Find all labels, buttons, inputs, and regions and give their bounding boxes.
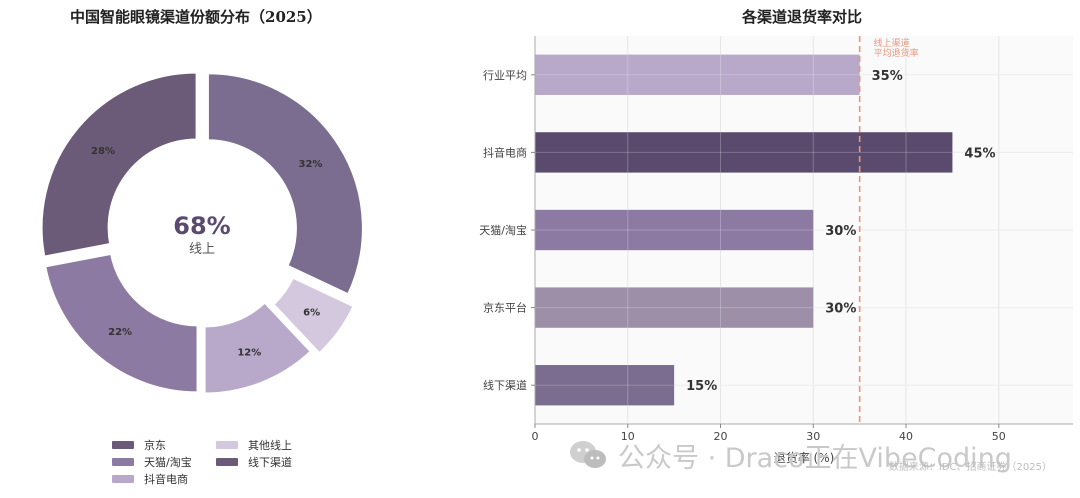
legend-label: 京东	[144, 438, 166, 452]
bar-value-label: 15%	[686, 379, 717, 394]
reference-line-label: 平均退货率	[874, 47, 919, 59]
source-note: 数据来源：IDC、招商证券（2025）	[888, 462, 1052, 473]
donut-slice	[272, 276, 355, 355]
watermark: 公众号 · Draco正在VibeCoding	[568, 438, 1012, 474]
donut-center-value: 68%	[173, 212, 230, 240]
donut-chart-title: 中国智能眼镜渠道份额分布（2025）	[70, 8, 322, 26]
x-axis-label: 退货率 (%)	[774, 450, 835, 465]
donut-chart: 28% 32% 6% 12% 22% 68% 线上	[40, 71, 364, 395]
legend-item: 线下渠道	[216, 455, 320, 469]
legend-item: 天猫/淘宝	[112, 455, 216, 469]
legend-item: 其他线上	[216, 438, 320, 452]
y-tick-label: 行业平均	[483, 69, 527, 82]
legend-item: 抖音电商	[112, 472, 216, 486]
slice-percent-label: 22%	[108, 327, 132, 338]
legend-swatch	[216, 457, 238, 466]
legend-swatch	[112, 457, 134, 466]
x-tick-label: 50	[992, 430, 1006, 443]
x-tick-label: 30	[806, 430, 820, 443]
x-tick-label: 0	[532, 430, 539, 443]
x-tick-label: 10	[621, 430, 635, 443]
bar	[535, 54, 860, 95]
bar-value-label: 30%	[825, 224, 856, 239]
y-tick-label: 天猫/淘宝	[479, 223, 527, 237]
donut-slice	[40, 71, 198, 258]
bar	[535, 365, 675, 406]
bar-value-label: 35%	[872, 69, 903, 84]
x-tick-label: 20	[714, 430, 728, 443]
donut-slice	[203, 301, 313, 395]
bar	[535, 287, 814, 328]
legend-swatch	[216, 440, 238, 449]
reference-line-label: 线上渠道	[874, 37, 910, 49]
legend-label: 抖音电商	[144, 472, 188, 486]
y-tick-label: 抖音电商	[483, 145, 527, 159]
donut-center-label: 线上	[189, 242, 215, 257]
legend-swatch	[112, 440, 134, 449]
donut-slice	[44, 252, 199, 394]
legend-label: 天猫/淘宝	[144, 455, 192, 469]
bar-value-label: 30%	[825, 302, 856, 317]
slice-percent-label: 28%	[91, 146, 115, 157]
legend-swatch	[112, 474, 134, 483]
x-tick-label: 40	[899, 430, 913, 443]
wechat-icon	[570, 441, 606, 468]
slice-percent-label: 6%	[303, 308, 320, 319]
donut-slice	[206, 72, 364, 296]
bar-chart-title: 各渠道退货率对比	[742, 8, 863, 26]
donut-legend: 京东 其他线上天猫/淘宝 线下渠道抖音电商	[112, 438, 320, 486]
y-tick-label: 京东平台	[483, 301, 527, 315]
slice-percent-label: 12%	[237, 347, 261, 358]
bar	[535, 132, 953, 173]
legend-label: 线下渠道	[248, 455, 292, 469]
legend-item: 京东	[112, 438, 216, 452]
bar	[535, 209, 814, 251]
legend-label: 其他线上	[248, 438, 292, 452]
watermark-text: 公众号 · Draco正在VibeCoding	[618, 442, 1012, 474]
y-tick-label: 线下渠道	[483, 378, 527, 392]
bar-value-label: 45%	[964, 146, 995, 161]
slice-percent-label: 32%	[299, 159, 323, 170]
